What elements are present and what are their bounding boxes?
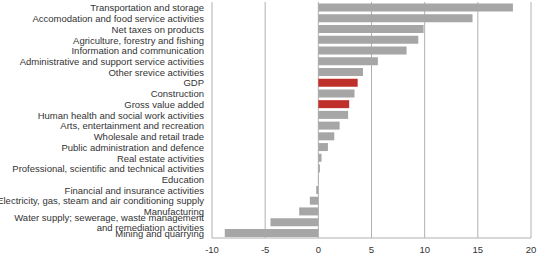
svg-text:Other srevice activities: Other srevice activities — [108, 66, 204, 77]
svg-text:Construction: Construction — [151, 88, 204, 99]
svg-text:Public administration and defe: Public administration and defence — [61, 141, 204, 152]
svg-text:Administrative and support ser: Administrative and support service activ… — [20, 56, 205, 67]
svg-text:Transportation and storage: Transportation and storage — [90, 2, 204, 13]
svg-text:-10: -10 — [205, 244, 219, 255]
svg-text:Real estate activities: Real estate activities — [117, 152, 204, 163]
svg-text:GDP: GDP — [183, 77, 204, 88]
svg-text:Net taxes on products: Net taxes on products — [112, 23, 205, 34]
svg-text:Education: Education — [162, 174, 204, 185]
svg-text:Information and communication: Information and communication — [71, 45, 204, 56]
svg-text:-5: -5 — [261, 244, 269, 255]
svg-text:Human health and social work a: Human health and social work activities — [38, 109, 205, 120]
svg-text:Financial and insurance activi: Financial and insurance activities — [65, 184, 205, 195]
svg-text:10: 10 — [419, 244, 430, 255]
svg-text:15: 15 — [473, 244, 484, 255]
svg-text:Mining and quarrying: Mining and quarrying — [115, 227, 204, 238]
svg-text:Accomodation and food service: Accomodation and food service activities — [32, 13, 204, 24]
svg-text:Electricity, gas, steam and ai: Electricity, gas, steam and air conditio… — [8, 195, 204, 206]
svg-text:Agriculture, forestry and fish: Agriculture, forestry and fishing — [73, 34, 204, 45]
svg-text:20: 20 — [526, 244, 531, 255]
svg-text:Gross value added: Gross value added — [124, 98, 204, 109]
svg-text:Wholesale and retail trade: Wholesale and retail trade — [94, 131, 204, 142]
svg-text:Professional, scientific and t: Professional, scientific and technical a… — [12, 163, 204, 174]
svg-text:Arts, entertainment and recrea: Arts, entertainment and recreation — [60, 120, 204, 131]
svg-text:0: 0 — [316, 244, 321, 255]
svg-text:5: 5 — [369, 244, 374, 255]
